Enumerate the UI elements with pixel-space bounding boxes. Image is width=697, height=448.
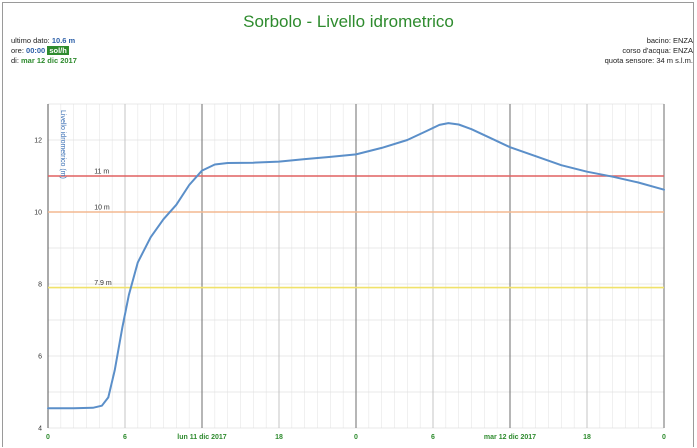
last-value: 10.6 m	[51, 36, 76, 45]
x-tick-label: 18	[275, 434, 283, 441]
x-tick-label: 6	[431, 434, 435, 441]
sensor-altitude-text: quota sensore: 34 m s.l.m.	[604, 56, 693, 65]
river-text: corso d'acqua: ENZA	[622, 46, 693, 55]
series-line-0	[47, 122, 665, 410]
last-time: 00:00	[26, 46, 46, 55]
y-tick-label: 8	[38, 282, 42, 289]
threshold-label-2: 7.9 m	[94, 280, 112, 287]
x-tick-label: 6	[123, 434, 127, 441]
x-tick-label: lun 11 dic 2017	[177, 434, 227, 441]
y-tick-label: 10	[34, 210, 42, 217]
threshold-label-0: 11 m	[94, 169, 109, 176]
last-time-label: ore:	[11, 46, 24, 55]
last-date-row: di: mar 12 dic 2017	[11, 56, 77, 66]
x-tick-label: 0	[46, 434, 50, 441]
last-value-row: ultimo dato: 10.6 m	[11, 36, 77, 46]
y-tick-label: 12	[34, 138, 42, 145]
timezone-badge: sol/h	[47, 46, 69, 55]
threshold-label-1: 10 m	[94, 205, 110, 212]
x-tick-label: mar 12 dic 2017	[484, 434, 536, 441]
last-time-row: ore: 00:00 sol/h	[11, 46, 77, 56]
x-tick-label: 0	[662, 434, 666, 441]
station-info: bacino: ENZA corso d'acqua: ENZA quota s…	[605, 36, 693, 66]
y-tick-label: 4	[38, 426, 42, 433]
last-date: mar 12 dic 2017	[21, 56, 77, 65]
x-tick-label: 18	[583, 434, 591, 441]
last-value-label: ultimo dato:	[11, 36, 50, 45]
x-tick-label: 0	[354, 434, 358, 441]
last-reading-info: ultimo dato: 10.6 m ore: 00:00 sol/h di:…	[11, 36, 77, 66]
chart-title: Sorbolo - Livello idrometrico	[243, 12, 454, 31]
y-tick-label: 6	[38, 354, 42, 361]
last-date-label: di:	[11, 56, 19, 65]
y-axis-label: Livello idrometrico (m)	[59, 110, 66, 179]
basin-text: bacino: ENZA	[646, 36, 693, 45]
